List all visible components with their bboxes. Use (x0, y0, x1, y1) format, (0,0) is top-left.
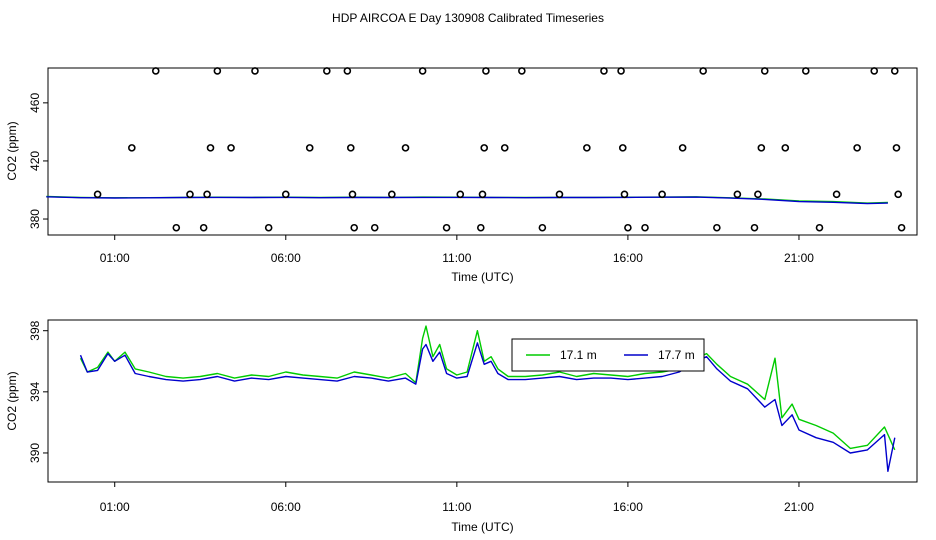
marker-point (815, 223, 824, 232)
marker-point (401, 144, 410, 152)
y-tick-label: 460 (28, 93, 42, 113)
x-tick-label: 16:00 (613, 251, 643, 265)
marker-point (213, 67, 222, 75)
y-tick-label: 390 (28, 443, 42, 463)
series-line-17-1-m (79, 325, 896, 451)
marker-point (128, 144, 136, 152)
marker-point (370, 223, 379, 232)
y-tick-label: 380 (28, 209, 42, 229)
marker-point (600, 67, 608, 75)
marker-point (203, 190, 211, 199)
y-axis-label: CO2 (ppm) (5, 121, 19, 180)
marker-point (624, 223, 632, 232)
x-axis-label: Time (UTC) (451, 270, 513, 284)
marker-point (890, 67, 899, 75)
marker-point (870, 67, 879, 75)
marker-point (518, 67, 526, 75)
y-tick-label: 394 (28, 381, 42, 401)
marker-point (618, 144, 627, 152)
marker-point (346, 144, 355, 152)
top-panel: 01:00 06:00 11:00 16:00 21:00 380 420 460 Time (… (5, 67, 918, 284)
x-tick-label: 16:00 (613, 500, 643, 514)
chart-title: HDP AIRCOA E Day 130908 Calibrated Times… (332, 11, 604, 25)
marker-point (480, 144, 489, 152)
marker-point (388, 190, 396, 199)
x-tick-label: 21:00 (784, 251, 814, 265)
marker-point (281, 190, 290, 199)
marker-point (199, 223, 208, 232)
marker-point (832, 190, 841, 199)
x-tick-label: 06:00 (271, 251, 301, 265)
marker-point (699, 67, 707, 75)
x-tick-label: 06:00 (271, 500, 301, 514)
marker-point (206, 144, 215, 152)
marker-point (892, 144, 901, 152)
marker-point (172, 223, 181, 232)
marker-point (418, 67, 427, 75)
marker-point (678, 144, 687, 152)
x-tick-label: 11:00 (442, 251, 471, 265)
marker-point (343, 67, 352, 75)
marker-point (227, 144, 235, 152)
marker-point (456, 190, 465, 199)
y-tick-label: 420 (28, 151, 42, 171)
x-tick-label: 01:00 (100, 251, 130, 265)
marker-point (781, 144, 790, 152)
marker-point (500, 144, 509, 152)
x-axis-label: Time (UTC) (451, 520, 513, 534)
x-tick-label: 21:00 (784, 500, 814, 514)
marker-point (853, 144, 861, 152)
marker-point (583, 144, 591, 152)
y-tick-label: 398 (28, 320, 42, 340)
marker-point (482, 67, 490, 75)
marker-point (323, 67, 331, 75)
marker-point (476, 223, 485, 232)
marker-point (713, 223, 721, 232)
series-line-1 (46, 196, 888, 205)
legend-label: 17.1 m (560, 348, 597, 362)
marker-point (186, 190, 194, 199)
x-tick-label: 11:00 (442, 500, 471, 514)
legend: 17.1 m 17.7 m (511, 338, 705, 372)
plot-frame (47, 319, 918, 483)
bottom-panel: 01:00 06:00 11:00 16:00 21:00 390 394 398 Time (… (5, 319, 918, 534)
marker-point (350, 223, 359, 232)
marker-point (478, 190, 487, 199)
legend-label: 17.7 m (658, 348, 695, 362)
series-line-17-7-m (79, 342, 896, 472)
marker-point (894, 190, 902, 199)
marker-point (757, 144, 766, 152)
plot-frame (47, 67, 918, 236)
marker-point (264, 223, 273, 232)
marker-point (897, 223, 906, 232)
marker-point (555, 190, 564, 199)
marker-point (151, 67, 160, 75)
marker-point (641, 223, 649, 232)
marker-point (802, 67, 810, 75)
marker-point (538, 223, 547, 232)
marker-point (442, 223, 451, 232)
marker-point (620, 190, 629, 199)
x-tick-label: 01:00 (100, 500, 130, 514)
y-axis-label: CO2 (ppm) (5, 371, 19, 430)
marker-point (760, 67, 769, 75)
marker-point (754, 190, 762, 199)
marker-point (305, 144, 314, 152)
marker-point (617, 67, 625, 75)
marker-point (750, 223, 759, 232)
marker-point (93, 190, 102, 199)
marker-point (348, 190, 357, 199)
marker-point (658, 190, 666, 199)
marker-point (733, 190, 742, 199)
marker-point (251, 67, 259, 75)
